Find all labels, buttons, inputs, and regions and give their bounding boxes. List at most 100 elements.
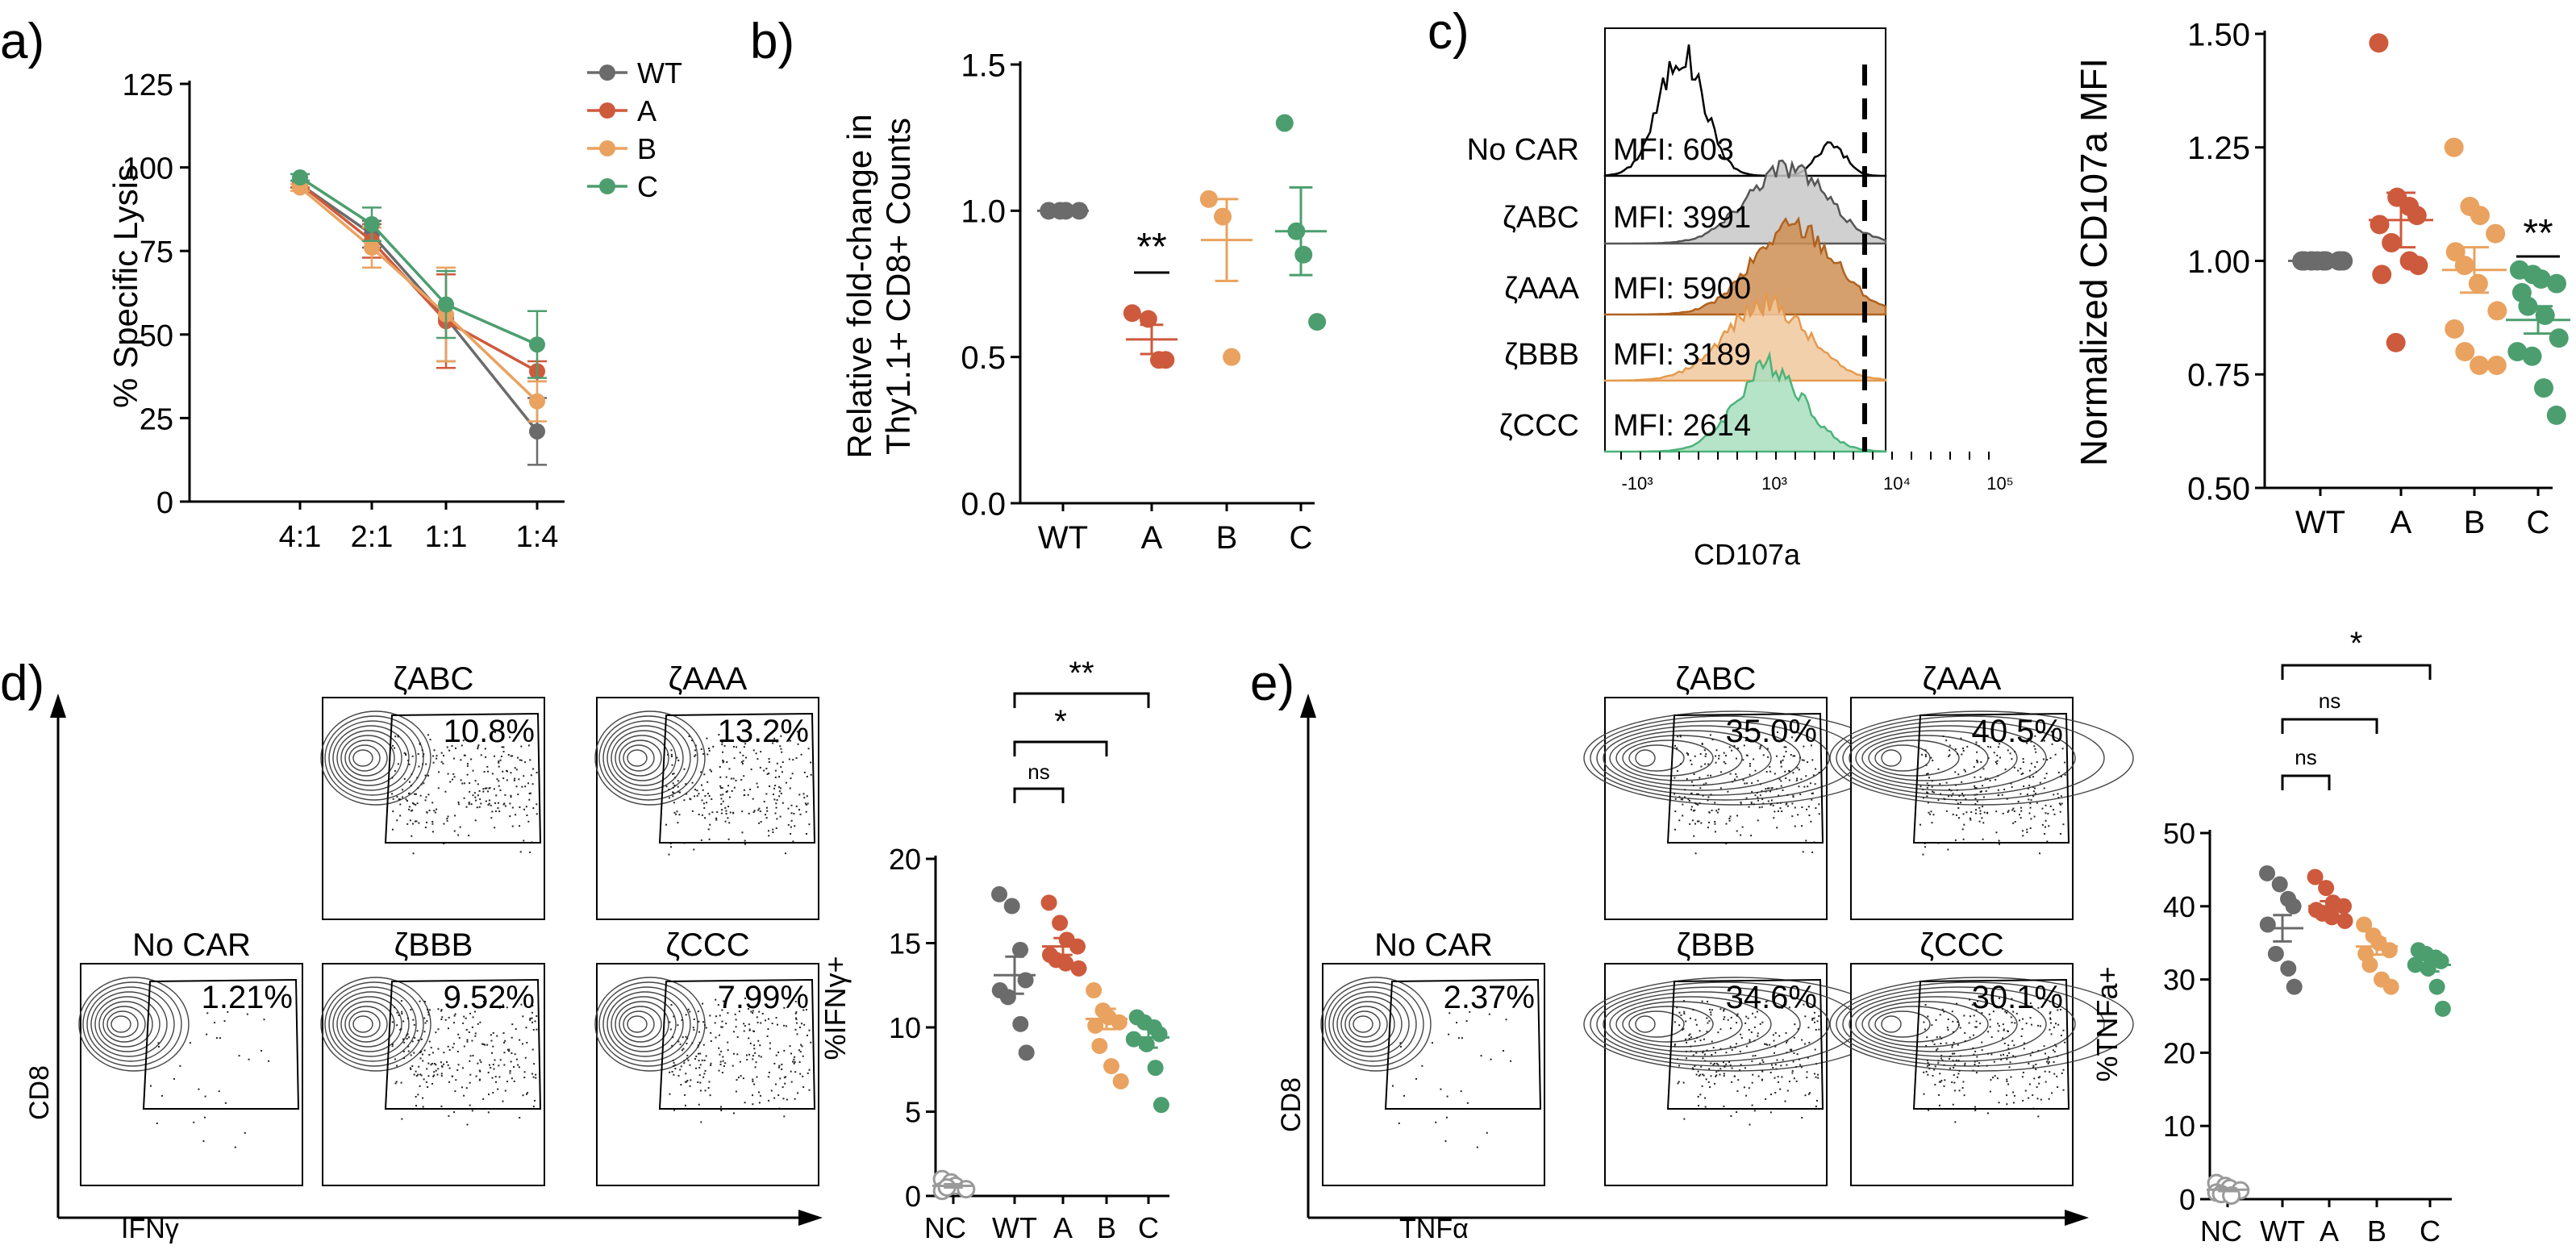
event-dot bbox=[532, 1106, 535, 1108]
event-dot bbox=[773, 1062, 776, 1064]
event-dot bbox=[2028, 1097, 2030, 1099]
event-dot bbox=[733, 757, 736, 760]
event-dot bbox=[757, 809, 760, 811]
event-dot bbox=[1928, 811, 1930, 814]
event-dot bbox=[399, 798, 402, 801]
event-dot bbox=[1807, 1027, 1810, 1029]
event-dot bbox=[2000, 1059, 2003, 1061]
event-dot bbox=[1683, 1010, 1686, 1013]
event-dot bbox=[1993, 752, 1995, 754]
event-dot bbox=[1957, 806, 1960, 809]
event-dot bbox=[1703, 749, 1706, 752]
event-dot bbox=[1974, 803, 1977, 806]
event-dot bbox=[447, 1027, 449, 1030]
event-dot bbox=[1714, 820, 1716, 823]
event-dot bbox=[1697, 793, 1699, 795]
event-dot bbox=[1723, 1009, 1725, 1011]
event-dot bbox=[465, 1087, 468, 1089]
event-dot bbox=[671, 1044, 673, 1047]
event-dot bbox=[460, 759, 462, 761]
event-dot bbox=[2017, 769, 2020, 772]
event-dot bbox=[1953, 1041, 1955, 1044]
event-dot bbox=[1690, 806, 1693, 808]
event-dot bbox=[1981, 1049, 1983, 1052]
event-dot bbox=[1934, 1065, 1936, 1068]
event-dot bbox=[1699, 802, 1701, 805]
event-dot bbox=[522, 1043, 524, 1045]
flow-plot-frame bbox=[1850, 963, 2074, 1186]
event-dot bbox=[2049, 1071, 2051, 1073]
event-dot bbox=[1446, 1095, 1448, 1098]
event-dot bbox=[1949, 744, 1951, 747]
event-dot bbox=[758, 1091, 761, 1094]
event-dot bbox=[1761, 1070, 1764, 1073]
event-dot bbox=[2039, 1076, 2041, 1078]
event-dot bbox=[2036, 802, 2038, 804]
event-dot bbox=[1695, 1023, 1698, 1026]
event-dot bbox=[1995, 810, 1998, 813]
event-dot bbox=[1817, 1073, 1819, 1076]
event-dot bbox=[1701, 743, 1703, 745]
event-dot bbox=[2032, 776, 2035, 778]
sample-label: ζAAA bbox=[1504, 272, 1579, 306]
event-dot bbox=[2035, 1068, 2037, 1070]
event-dot bbox=[2039, 781, 2041, 784]
event-dot bbox=[1811, 1019, 1814, 1021]
event-dot bbox=[1754, 794, 1757, 797]
event-dot bbox=[1986, 1064, 1988, 1067]
event-dot bbox=[432, 761, 435, 764]
event-dot bbox=[736, 746, 738, 748]
event-dot bbox=[1987, 745, 1990, 748]
event-dot bbox=[1789, 770, 1791, 773]
event-dot bbox=[1935, 1049, 1937, 1052]
contour-line bbox=[328, 720, 417, 796]
event-dot bbox=[1811, 1018, 1814, 1020]
contour-line bbox=[1332, 991, 1410, 1057]
event-dot bbox=[1958, 1089, 1961, 1092]
event-dot bbox=[532, 807, 535, 810]
event-dot bbox=[1690, 792, 1693, 794]
event-dot bbox=[1951, 1046, 1953, 1048]
event-dot bbox=[1979, 810, 1982, 812]
flow-plot-frame bbox=[322, 697, 545, 920]
event-dot bbox=[2006, 1103, 2008, 1106]
event-dot bbox=[1928, 1068, 1931, 1070]
event-dot bbox=[1751, 782, 1753, 785]
event-dot bbox=[752, 1055, 754, 1057]
event-dot bbox=[1674, 1044, 1676, 1046]
event-dot bbox=[515, 769, 518, 771]
contour-line bbox=[1615, 1001, 1743, 1048]
event-dot bbox=[1780, 1064, 1782, 1067]
event-dot bbox=[514, 767, 516, 769]
event-dot bbox=[694, 755, 696, 757]
event-dot bbox=[798, 1049, 800, 1052]
event-dot bbox=[1785, 803, 1787, 806]
event-dot bbox=[1937, 799, 1940, 802]
event-dot bbox=[1771, 787, 1774, 789]
event-dot bbox=[1974, 786, 1976, 789]
event-dot bbox=[1757, 819, 1759, 822]
event-dot bbox=[426, 1020, 428, 1023]
event-dot bbox=[1982, 785, 1984, 787]
event-dot bbox=[700, 784, 702, 786]
event-dot bbox=[1795, 1080, 1798, 1082]
event-dot bbox=[488, 802, 490, 805]
event-dot bbox=[2057, 739, 2060, 742]
event-dot bbox=[1961, 828, 1964, 831]
event-dot bbox=[424, 799, 427, 802]
event-dot bbox=[218, 1090, 220, 1093]
event-dot bbox=[492, 1045, 494, 1048]
event-dot bbox=[703, 806, 706, 809]
contour-line bbox=[1868, 1006, 1960, 1043]
event-dot bbox=[1700, 765, 1703, 768]
event-dot bbox=[1740, 1033, 1742, 1035]
y-tick-label: 10 bbox=[889, 1011, 921, 1044]
event-dot bbox=[698, 1020, 700, 1023]
event-dot bbox=[1995, 763, 1998, 765]
event-dot bbox=[736, 1036, 739, 1039]
event-dot bbox=[402, 796, 404, 798]
event-dot bbox=[1703, 783, 1705, 785]
event-dot bbox=[490, 804, 492, 806]
event-dot bbox=[1689, 1033, 1691, 1035]
event-dot bbox=[453, 776, 456, 778]
